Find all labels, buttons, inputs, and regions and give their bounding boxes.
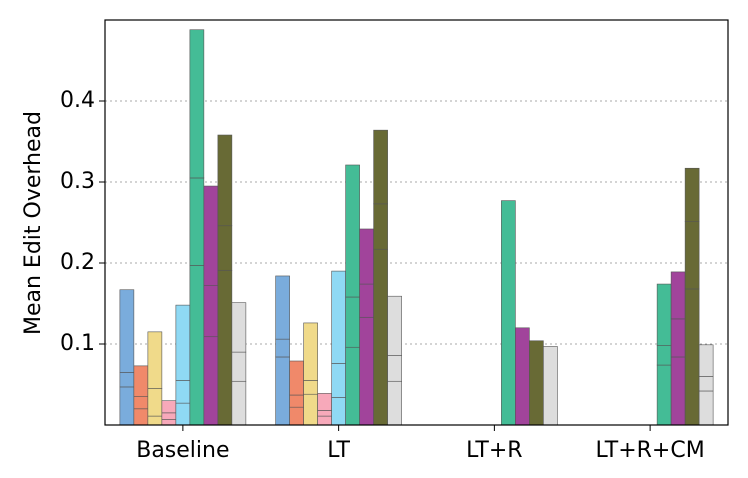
bar-segment	[373, 203, 388, 250]
bar-segment	[359, 228, 374, 285]
bar-segment	[317, 393, 332, 411]
x-tick-label: LT	[327, 438, 350, 463]
bar-segment	[303, 393, 318, 426]
bar-segment	[698, 390, 714, 426]
bar-segment	[231, 302, 247, 353]
bar-segment	[147, 331, 163, 389]
bar-segment	[203, 285, 219, 338]
bar-segment	[275, 275, 290, 340]
bar-segment	[203, 336, 219, 426]
bar-segment	[217, 225, 233, 271]
bar-segment	[345, 296, 360, 348]
bar-segment	[133, 408, 149, 426]
bar-segment	[359, 316, 374, 426]
bar-segment	[275, 356, 290, 426]
bar-segment	[656, 345, 672, 366]
bar-segment	[189, 265, 205, 426]
bar-segment	[275, 338, 290, 358]
bar-segment	[119, 289, 135, 373]
bar-segment	[133, 396, 149, 410]
x-tick-label: LT+R+CM	[596, 438, 705, 463]
bar-segment	[231, 351, 247, 382]
bar-segment	[147, 415, 163, 426]
bar-segment	[698, 344, 714, 377]
bar-segment	[289, 394, 304, 408]
bar-segment	[289, 360, 304, 396]
bar-segment	[529, 340, 544, 426]
bar-segment	[345, 346, 360, 426]
bar-segment	[387, 380, 402, 426]
bar-segment	[189, 29, 205, 179]
bar-segment	[331, 363, 346, 398]
bar-segment	[684, 221, 700, 290]
y-tick-label: 0.3	[60, 169, 95, 194]
bar-segment	[217, 269, 233, 426]
bar-segment	[175, 402, 191, 426]
bar-segment	[189, 177, 205, 266]
bar-segment	[175, 380, 191, 404]
bar-segment	[345, 164, 360, 298]
bar-segment	[684, 288, 700, 426]
bar-segment	[119, 372, 135, 388]
bar-segment	[231, 380, 247, 426]
bar-segment	[119, 386, 135, 426]
x-tick-label: Baseline	[136, 438, 229, 463]
bar-segment	[175, 304, 191, 381]
bar-segment	[501, 200, 516, 426]
bar-segment	[670, 271, 686, 320]
bar-segment	[161, 412, 177, 420]
bar-segment	[331, 397, 346, 426]
y-axis-label: Mean Edit Overhead	[21, 111, 46, 335]
bar-segment	[331, 270, 346, 364]
bar-segment	[289, 406, 304, 426]
y-tick-label: 0.2	[60, 250, 95, 275]
bar-segment	[515, 327, 530, 426]
bar-segment	[698, 376, 714, 392]
bar-segment	[387, 355, 402, 382]
bar-segment	[373, 129, 388, 205]
y-tick-label: 0.1	[60, 331, 95, 356]
bar-segment	[359, 283, 374, 318]
bar-segment	[161, 419, 177, 426]
bar-segment	[147, 388, 163, 417]
x-tick-label: LT+R	[466, 438, 522, 463]
bar-segment	[303, 380, 318, 395]
bar-segment	[217, 134, 233, 227]
bar-segment	[670, 356, 686, 426]
y-tick-label: 0.4	[60, 88, 95, 113]
bar-segment	[317, 410, 332, 417]
bar-segment	[543, 346, 558, 426]
plot-frame	[104, 19, 729, 426]
bar-segment	[317, 415, 332, 426]
bar-segment	[670, 318, 686, 358]
bar-segment	[373, 248, 388, 426]
bar-segment	[303, 322, 318, 381]
bar-segment	[684, 167, 700, 222]
bar-segment	[133, 365, 149, 397]
bar-segment	[161, 400, 177, 414]
bar-segment	[656, 283, 672, 346]
bar-segment	[203, 185, 219, 286]
bar-segment	[387, 295, 402, 356]
bar-segment	[656, 364, 672, 426]
